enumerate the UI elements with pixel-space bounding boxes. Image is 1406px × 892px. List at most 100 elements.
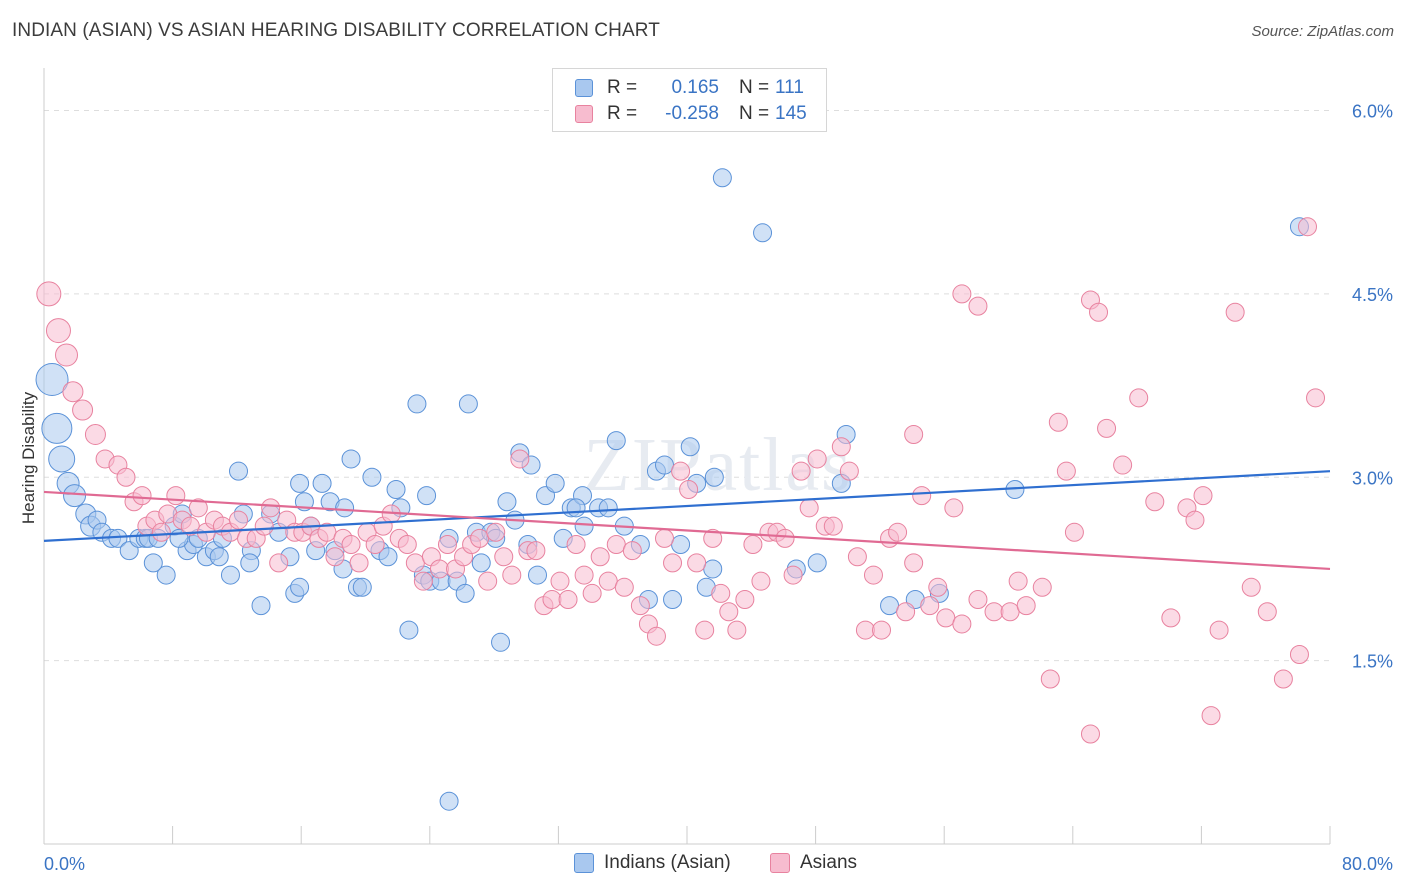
data-point	[1185, 510, 1205, 530]
data-point	[1201, 706, 1221, 726]
data-point	[341, 535, 361, 555]
data-point	[654, 455, 674, 475]
data-point	[269, 553, 289, 573]
data-point	[968, 296, 988, 316]
data-point	[880, 596, 900, 616]
trend-line	[43, 470, 1331, 542]
data-point	[156, 565, 176, 585]
data-point	[606, 535, 626, 555]
data-point	[365, 535, 385, 555]
data-point	[1089, 302, 1109, 322]
data-point	[1289, 645, 1309, 665]
data-point	[743, 535, 763, 555]
data-point	[188, 498, 208, 518]
y-tick-label: 1.5%	[1352, 652, 1393, 672]
data-point	[72, 399, 94, 421]
data-point	[497, 492, 517, 512]
data-point	[872, 620, 892, 640]
trend-lines	[43, 470, 1331, 571]
x-tick-label: 0.0%	[44, 854, 85, 874]
data-point	[542, 590, 562, 610]
data-point	[1306, 388, 1326, 408]
data-point	[807, 449, 827, 469]
data-point	[799, 498, 819, 518]
data-point	[325, 547, 345, 567]
data-point	[312, 473, 332, 493]
data-point	[1080, 724, 1100, 744]
data-point	[622, 541, 642, 561]
data-point	[582, 583, 602, 603]
data-point	[397, 535, 417, 555]
data-point	[36, 281, 62, 307]
data-point	[984, 602, 1004, 622]
data-point	[1161, 608, 1181, 628]
data-point	[952, 614, 972, 634]
legend-label: Asians	[800, 852, 858, 873]
data-point	[888, 522, 908, 542]
data-point	[646, 626, 666, 646]
data-point	[399, 620, 419, 640]
data-point	[1000, 602, 1020, 622]
data-point	[1064, 522, 1084, 542]
data-point	[671, 535, 691, 555]
n-value: 145	[775, 103, 807, 124]
data-point	[1113, 455, 1133, 475]
chart-title: INDIAN (ASIAN) VS ASIAN HEARING DISABILI…	[12, 20, 660, 41]
data-point	[614, 577, 634, 597]
stats-row-indians-asian: R = 0.165 N = 111	[575, 75, 804, 101]
data-point	[753, 223, 773, 243]
data-point	[386, 480, 406, 500]
data-point	[240, 553, 260, 573]
data-point	[471, 553, 491, 573]
data-point	[349, 553, 369, 573]
data-point	[417, 486, 437, 506]
blue-swatch	[574, 853, 594, 873]
data-point	[502, 565, 522, 585]
data-point	[35, 362, 69, 396]
data-point	[920, 596, 940, 616]
data-point	[719, 602, 739, 622]
data-point	[1008, 571, 1028, 591]
data-point	[1193, 486, 1213, 506]
data-point	[290, 577, 310, 597]
data-point	[335, 498, 355, 518]
r-label: R =	[607, 103, 638, 124]
data-point	[855, 620, 875, 640]
data-point	[703, 528, 723, 548]
data-point	[526, 541, 546, 561]
data-point	[1048, 412, 1068, 432]
data-point	[566, 535, 586, 555]
data-point	[775, 528, 795, 548]
data-point	[55, 343, 79, 367]
data-point	[341, 449, 361, 469]
data-point	[550, 571, 570, 591]
data-point	[1016, 596, 1036, 616]
data-point	[84, 423, 106, 445]
tick-labels: 1.5% 3.0% 4.5% 6.0% 0.0% 80.0%	[44, 102, 1393, 874]
data-point	[1209, 620, 1229, 640]
data-point	[143, 553, 163, 573]
data-point	[695, 620, 715, 640]
data-point	[1056, 461, 1076, 481]
data-point	[151, 522, 171, 542]
data-point	[590, 547, 610, 567]
data-point	[831, 437, 851, 457]
data-point	[62, 381, 84, 403]
data-point	[952, 284, 972, 304]
data-point	[711, 583, 731, 603]
data-point	[574, 516, 594, 536]
axes	[43, 68, 1331, 845]
data-point	[251, 596, 271, 616]
data-point	[712, 168, 732, 188]
y-tick-label: 3.0%	[1352, 468, 1393, 488]
data-point	[807, 553, 827, 573]
data-point	[663, 590, 683, 610]
legend-item-asians: Asians	[770, 851, 857, 875]
data-point	[896, 602, 916, 622]
data-point	[703, 559, 723, 579]
data-point	[45, 318, 71, 344]
r-value: 0.165	[671, 77, 719, 98]
data-point	[478, 571, 498, 591]
data-point	[362, 467, 382, 487]
